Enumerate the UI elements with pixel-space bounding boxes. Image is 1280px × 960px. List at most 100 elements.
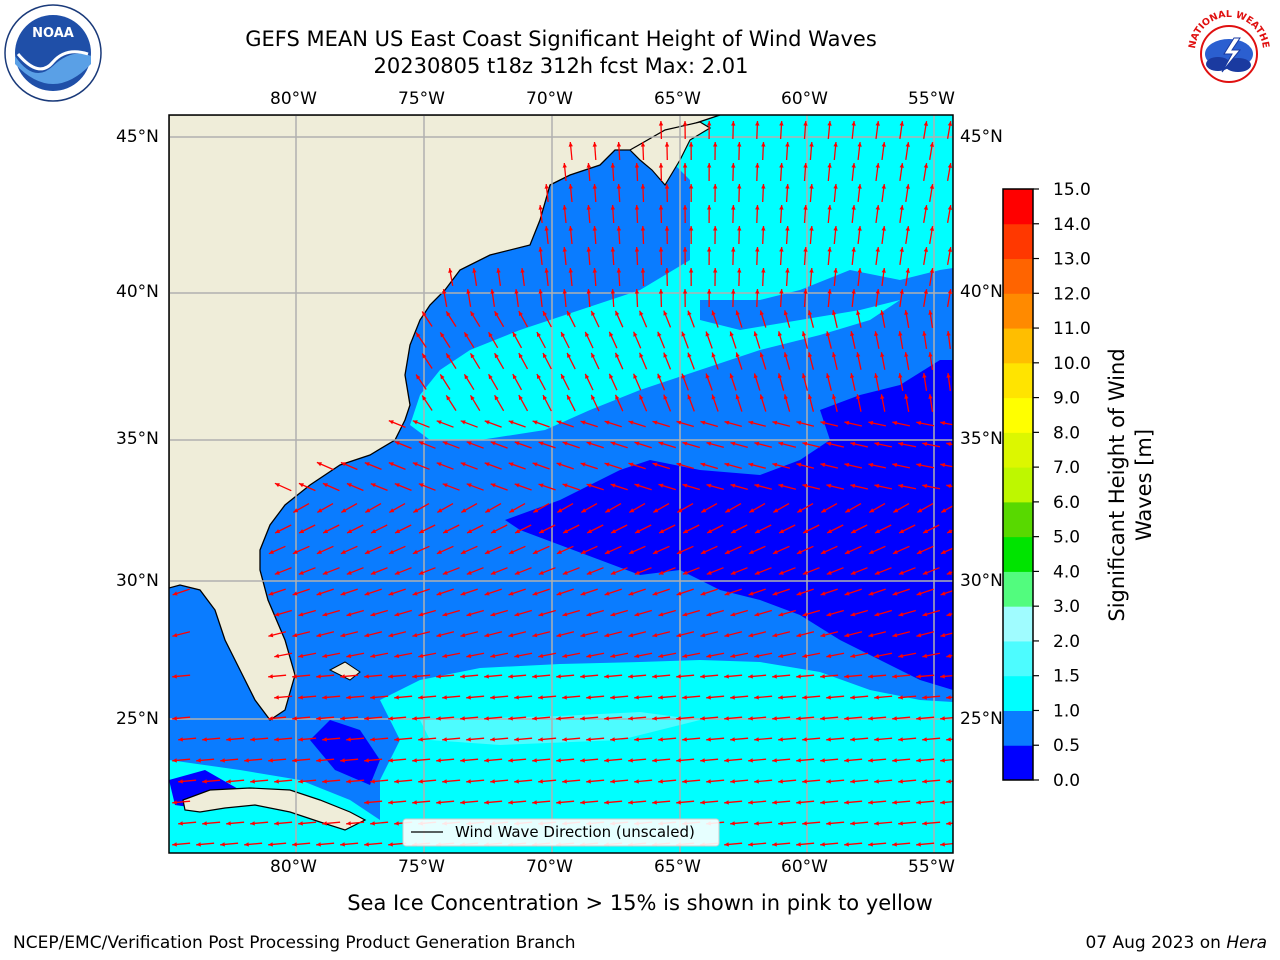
wind-wave-arrow-head bbox=[268, 716, 273, 721]
wind-wave-arrow-head bbox=[850, 737, 855, 742]
wind-wave-arrow-head bbox=[514, 695, 519, 700]
wind-wave-arrow-head bbox=[706, 612, 712, 617]
wind-wave-arrow-head bbox=[928, 394, 933, 399]
wind-wave-arrow-head bbox=[755, 529, 761, 533]
wind-wave-arrow-head bbox=[609, 331, 614, 337]
wind-wave-arrow-head bbox=[298, 653, 304, 658]
wind-wave-arrow-head bbox=[826, 570, 832, 575]
wind-wave-arrow-head bbox=[508, 462, 514, 467]
wind-wave-arrow-head bbox=[422, 353, 427, 359]
wind-wave-arrow-head bbox=[754, 737, 759, 742]
wind-wave-arrow-head bbox=[916, 463, 922, 468]
wind-wave-arrow-head bbox=[707, 163, 712, 168]
wind-wave-arrow-head bbox=[628, 633, 634, 638]
wind-wave-arrow-head bbox=[628, 420, 634, 425]
wind-wave-arrow-head bbox=[226, 737, 231, 742]
wind-wave-arrow-head bbox=[580, 758, 585, 763]
wind-wave-arrow-head bbox=[418, 737, 423, 742]
wind-wave-arrow-head bbox=[316, 758, 321, 763]
map-frame bbox=[168, 114, 954, 854]
colorbar-tick-label: 1.5 bbox=[1053, 667, 1080, 687]
wind-wave-arrow-head bbox=[724, 758, 729, 763]
wind-wave-arrow-head bbox=[755, 247, 760, 252]
wind-wave-arrow-head bbox=[340, 633, 346, 638]
wind-wave-arrow-head bbox=[899, 121, 904, 126]
wind-wave-arrow-head bbox=[298, 821, 303, 826]
wind-wave-arrow-head bbox=[635, 529, 641, 533]
wind-wave-arrow-head bbox=[676, 758, 681, 763]
wind-wave-arrow-head bbox=[561, 332, 566, 337]
wind-wave-arrow-head bbox=[490, 695, 495, 700]
wind-wave-arrow-head bbox=[772, 462, 778, 467]
wind-wave-arrow-head bbox=[922, 484, 928, 489]
wind-wave-arrow-head bbox=[611, 529, 617, 533]
wind-wave-arrow-head bbox=[802, 612, 808, 617]
wind-wave-arrow-head bbox=[532, 549, 538, 554]
wind-wave-arrow-head bbox=[868, 420, 874, 426]
wind-wave-arrow-head bbox=[615, 352, 620, 358]
wind-wave-arrow-head bbox=[827, 529, 833, 533]
wind-wave-arrow-head bbox=[639, 310, 644, 316]
wind-wave-arrow-head bbox=[833, 268, 838, 273]
wind-wave-arrow-head bbox=[772, 716, 777, 721]
wind-wave-arrow-head bbox=[905, 226, 910, 231]
wind-wave-arrow-head bbox=[490, 483, 496, 488]
wind-wave-arrow-head bbox=[730, 612, 736, 617]
wind-wave-arrow-head bbox=[316, 591, 322, 596]
wind-wave-arrow-head bbox=[370, 695, 375, 700]
wind-wave-arrow-head bbox=[394, 695, 399, 700]
wind-wave-arrow-head bbox=[659, 529, 665, 533]
wind-wave-arrow-head bbox=[664, 268, 670, 273]
wind-wave-arrow-head bbox=[735, 394, 740, 400]
wind-wave-arrow-head bbox=[323, 529, 329, 533]
colorbar-tick-label: 14.0 bbox=[1053, 215, 1091, 235]
wind-wave-arrow-head bbox=[543, 311, 547, 316]
wind-wave-arrow-head bbox=[346, 779, 351, 784]
wind-wave-arrow-head bbox=[845, 508, 851, 513]
wind-wave-arrow-head bbox=[796, 591, 802, 596]
wind-wave-arrow-head bbox=[250, 779, 255, 784]
wind-wave-arrow bbox=[954, 352, 956, 370]
wind-wave-arrow-head bbox=[802, 821, 807, 826]
wind-wave-arrow-head bbox=[562, 441, 568, 446]
wind-wave-arrow-head bbox=[947, 289, 953, 294]
wind-wave-arrow-head bbox=[610, 441, 616, 446]
wind-wave-arrow-head bbox=[833, 226, 838, 231]
lat-label-left-35n: 35°N bbox=[116, 429, 159, 449]
wind-wave-arrow-head bbox=[604, 591, 610, 596]
wind-wave-arrow-head bbox=[371, 529, 377, 533]
wind-wave-arrow-head bbox=[484, 716, 489, 721]
wind-wave-arrow-head bbox=[922, 695, 927, 700]
wind-wave-arrow-head bbox=[821, 508, 827, 513]
wind-wave-arrow-head bbox=[634, 695, 639, 700]
wind-wave-arrow-head bbox=[778, 695, 783, 700]
wind-wave-arrow-head bbox=[700, 758, 705, 763]
wind-wave-arrow-head bbox=[293, 508, 299, 513]
wind-wave-arrow-head bbox=[556, 674, 561, 679]
colorbar-tick-label: 8.0 bbox=[1053, 423, 1080, 443]
wind-wave-arrow-head bbox=[904, 394, 909, 399]
wind-wave-arrow-head bbox=[412, 800, 417, 805]
wind-wave-arrow-head bbox=[556, 633, 562, 638]
wind-wave-arrow-head bbox=[730, 653, 736, 658]
wind-wave-arrow-head bbox=[711, 352, 716, 358]
wind-wave-arrow-head bbox=[778, 821, 783, 826]
wind-wave-arrow-head bbox=[874, 779, 879, 784]
wind-wave-arrow-head bbox=[448, 268, 453, 273]
wind-wave-arrow-head bbox=[868, 591, 874, 596]
wind-wave-arrow-head bbox=[639, 394, 644, 400]
map-title-line2: 20230805 t18z 312h fcst Max: 2.01 bbox=[373, 54, 749, 78]
wind-wave-arrow-head bbox=[244, 842, 249, 847]
wind-wave-arrow-head bbox=[470, 353, 475, 359]
wind-wave-arrow-head bbox=[340, 674, 345, 679]
wind-wave-arrow-head bbox=[851, 121, 856, 126]
wind-wave-arrow-head bbox=[605, 508, 611, 513]
wind-wave-arrow-head bbox=[940, 421, 946, 426]
wind-wave-arrow-head bbox=[394, 441, 400, 446]
wind-wave-arrow-head bbox=[783, 310, 788, 316]
wind-wave-arrow-head bbox=[442, 483, 448, 488]
wind-wave-arrow-head bbox=[850, 483, 856, 489]
wind-wave-arrow-head bbox=[581, 508, 587, 513]
wind-wave-arrow-head bbox=[472, 268, 477, 273]
wind-wave-arrow-head bbox=[412, 674, 417, 679]
